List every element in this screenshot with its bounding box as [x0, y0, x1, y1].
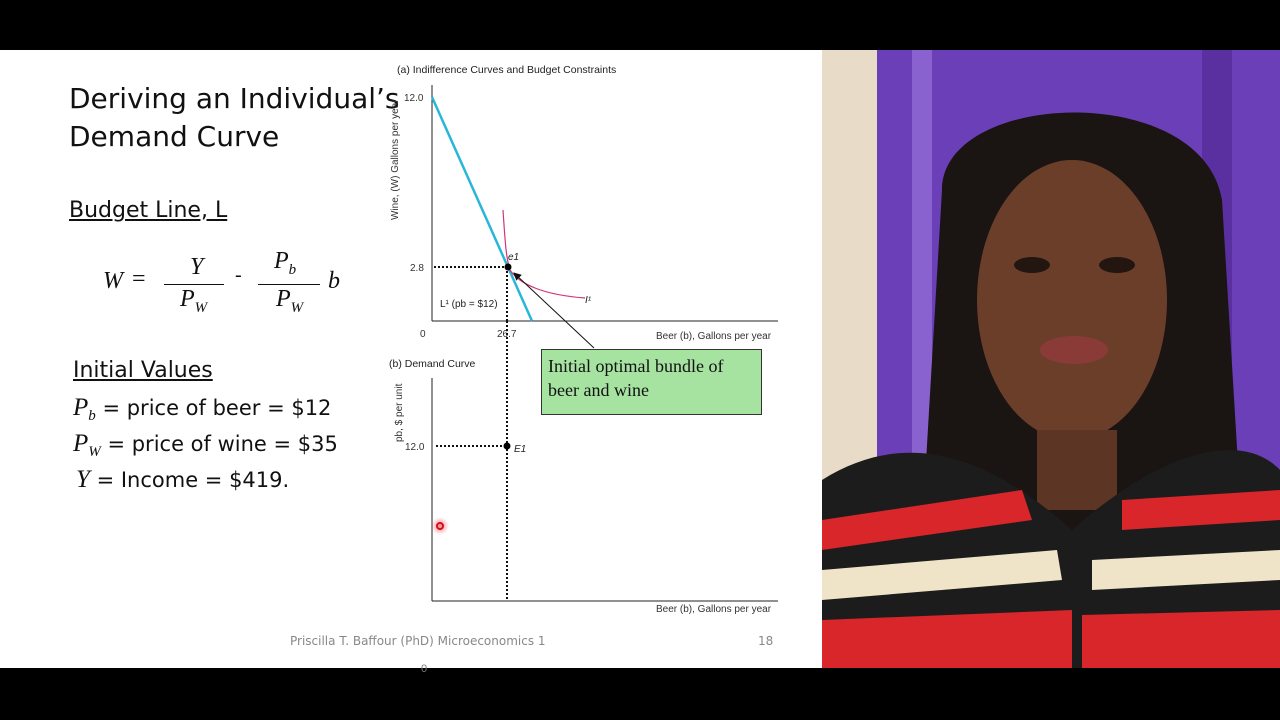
eq-fraction-bar-2 — [258, 284, 320, 285]
point-E1 — [503, 442, 511, 450]
eq-minus: - — [235, 264, 242, 286]
chart-b-ylabel: pb, $ per unit — [394, 383, 405, 442]
budget-label: L¹ (pb = $12) — [440, 299, 498, 310]
laser-pointer-icon — [436, 522, 444, 530]
chart-a-ylabel: Wine, (W) Gallons per year — [390, 99, 401, 220]
callout-box: Initial optimal bundle of beer and wine — [541, 349, 762, 415]
chart-b-ytick-12: 12.0 — [405, 442, 425, 453]
callout-text: Initial optimal bundle of beer and wine — [548, 356, 724, 400]
title-line-1: Deriving an Individual’s — [69, 82, 400, 115]
value-beer-price: Pb = price of beer = $12 — [73, 394, 332, 425]
title-line-2: Demand Curve — [69, 120, 280, 153]
initial-heading: Initial Values — [73, 358, 213, 383]
budget-heading: Budget Line, L — [69, 198, 228, 223]
chart-a-ytick-2.8: 2.8 — [410, 263, 424, 274]
value-income: Y = Income = $419. — [76, 466, 290, 493]
chart-b-xlabel: Beer (b), Gallons per year — [656, 604, 772, 615]
eq-num1: Y — [190, 254, 204, 280]
eq-num2: P — [274, 248, 289, 274]
slide-footer: Priscilla T. Baffour (PhD) Microeconomic… — [290, 634, 546, 648]
eq-w: W — [103, 268, 123, 294]
chart-b-title: (b) Demand Curve — [389, 358, 476, 370]
eq-den2: P — [276, 286, 291, 312]
budget-equation: W = Y PW - Pb PW b — [100, 246, 360, 326]
budget-line — [430, 96, 534, 322]
eq-fraction-bar — [164, 284, 224, 285]
stray-zero: 0 — [421, 663, 427, 675]
chart-a-origin: 0 — [420, 329, 426, 340]
eq-den1: P — [180, 286, 195, 312]
eq-num2-sub: b — [288, 261, 297, 278]
chart-a-xlabel: Beer (b), Gallons per year — [656, 331, 772, 342]
chart-a-title: (a) Indifference Curves and Budget Const… — [397, 64, 616, 76]
eq-equals: = — [132, 266, 146, 292]
value-wine-price: PW = price of wine = $35 — [73, 430, 338, 461]
slide-title: Deriving an Individual’s Demand Curve — [69, 80, 400, 156]
page-number: 18 — [758, 634, 774, 648]
laser-pointer-glow — [431, 517, 449, 535]
callout-arrow — [513, 272, 595, 349]
eq-den1-sub: W — [194, 299, 208, 316]
curve-label: I¹ — [585, 295, 592, 306]
chart-a-ytick-12: 12.0 — [404, 93, 424, 104]
economics-diagram: (a) Indifference Curves and Budget Const… — [389, 64, 778, 675]
point-e1 — [504, 263, 512, 271]
presenter-image — [822, 50, 1280, 668]
label-e1: e1 — [508, 252, 519, 263]
eq-b: b — [328, 268, 340, 294]
eq-den2-sub: W — [290, 299, 304, 316]
indifference-curve — [502, 209, 586, 299]
presenter-video — [822, 50, 1280, 668]
label-E1: E1 — [514, 444, 526, 455]
